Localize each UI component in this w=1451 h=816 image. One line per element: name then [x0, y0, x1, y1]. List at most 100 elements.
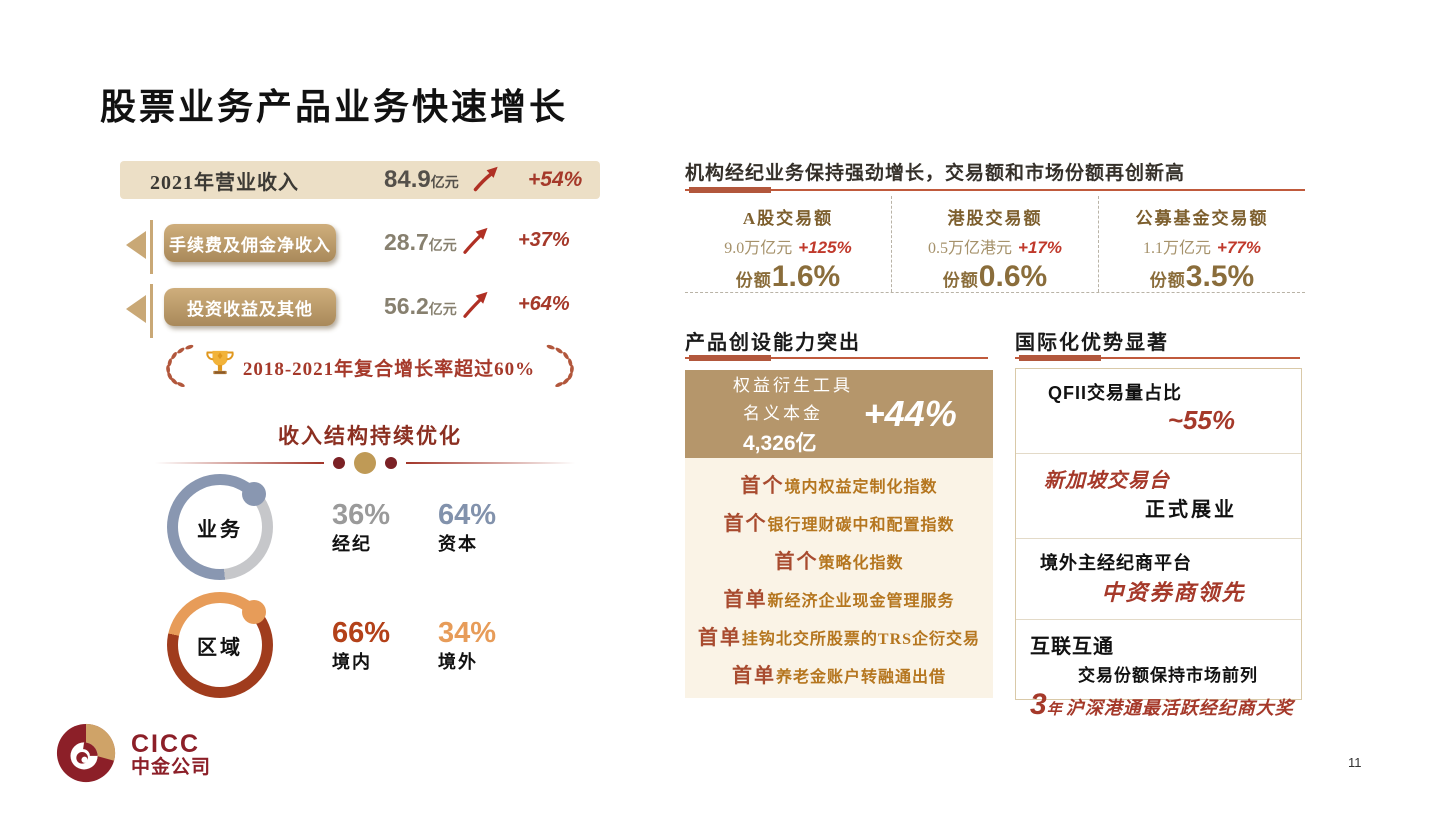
dot-icon: [354, 452, 376, 474]
share-value: 1.6%: [771, 260, 841, 293]
first-prefix: 首个: [723, 512, 768, 535]
section-underline: [685, 186, 1305, 193]
intl-row-label: 互联互通: [1030, 636, 1114, 658]
investment-income-badge: 投资收益及其他: [164, 288, 336, 326]
page-number: 11: [1348, 755, 1362, 770]
investment-income-value: 56.2 亿元: [384, 293, 457, 320]
stat-change: +125%: [798, 238, 852, 257]
list-item: 首个策略化指数: [685, 545, 993, 574]
investment-income-change: +64%: [518, 293, 570, 315]
stat-value: 1.1万亿元: [1143, 240, 1212, 257]
business-left-stat: 36% 经纪: [332, 500, 432, 556]
stat-col-a-shares: A股交易额 9.0万亿元 +125% 份额1.6%: [685, 196, 891, 293]
first-text: 策略化指数: [818, 554, 904, 572]
fee-income-change: +37%: [518, 229, 570, 251]
first-text: 挂钩北交所股票的TRS企衍交易: [741, 630, 981, 648]
stat-value: 0.5万亿港元: [928, 240, 1013, 257]
growth-arrow-icon: [472, 165, 500, 198]
first-text: 新经济企业现金管理服务: [767, 592, 955, 610]
left-triangle-icon: [126, 231, 146, 259]
award-text: 沪深港通最活跃经纪商大奖: [1065, 698, 1294, 718]
stat-col-mutual-funds: 公募基金交易额 1.1万亿元 +77% 份额3.5%: [1098, 196, 1305, 293]
share-label: 份额: [735, 271, 772, 290]
award-number: 3: [1030, 688, 1047, 721]
intl-row-value: 中资券商领先: [1101, 580, 1246, 605]
region-left-stat: 66% 境内: [332, 618, 432, 674]
intl-row-value: ~55%: [1167, 405, 1235, 435]
stat-col-hk-shares: 港股交易额 0.5万亿港元 +17% 份额0.6%: [891, 196, 1098, 293]
international-heading: 国际化优势显著: [1015, 332, 1169, 354]
first-prefix: 首单: [697, 626, 742, 649]
total-revenue-change: +54%: [528, 168, 583, 191]
cagr-badge-text: 2018-2021年复合增长率超过60%: [242, 358, 536, 380]
donut-center-label: 区域: [197, 636, 243, 659]
products-heading: 产品创设能力突出: [685, 332, 861, 354]
pct-label: 境外: [438, 652, 478, 673]
first-text: 银行理财碳中和配置指数: [767, 516, 955, 534]
pct-value: 64%: [438, 499, 497, 531]
page-title: 股票业务产品业务快速增长: [100, 87, 569, 127]
share-value: 0.6%: [978, 260, 1048, 293]
pct-value: 66%: [332, 617, 391, 649]
stat-title: 公募基金交易额: [1135, 209, 1269, 228]
laurel-right-icon: [543, 340, 577, 395]
pct-value: 34%: [438, 617, 497, 649]
marker-line: [150, 220, 153, 274]
highlight-line2: 名义本金: [743, 404, 823, 423]
cicc-logo-icon: [55, 722, 117, 789]
cicc-logo: CICC 中金公司: [55, 722, 211, 789]
pct-label: 境内: [332, 652, 372, 673]
intl-row-singapore: 新加坡交易台 正式展业: [1016, 453, 1301, 538]
total-revenue-value: 84.9 亿元: [384, 166, 459, 194]
divider-line: [155, 462, 324, 464]
first-prefix: 首单: [731, 664, 776, 687]
stat-value: 9.0万亿元: [724, 240, 793, 257]
region-donut-chart: 区域: [167, 592, 273, 698]
highlight-line3: 4,326亿: [743, 432, 817, 455]
list-item: 首单养老金账户转融通出借: [685, 659, 993, 688]
business-right-stat: 64% 资本: [438, 500, 538, 556]
intl-award: 3年 沪深港通最活跃经纪商大奖: [1030, 688, 1293, 722]
stat-change: +77%: [1217, 238, 1261, 257]
investment-income-number: 56.2: [384, 293, 429, 319]
stat-change: +17%: [1018, 238, 1062, 257]
intl-row-sub: 交易份额保持市场前列: [1078, 666, 1258, 685]
intl-row-label: 新加坡交易台: [1044, 470, 1170, 492]
pct-label: 资本: [438, 534, 478, 555]
share-label: 份额: [942, 271, 979, 290]
trading-stats-row: A股交易额 9.0万亿元 +125% 份额1.6% 港股交易额 0.5万亿港元 +1…: [685, 196, 1305, 293]
list-item: 首单新经济企业现金管理服务: [685, 583, 993, 612]
first-text: 养老金账户转融通出借: [775, 668, 946, 686]
total-revenue-number: 84.9: [384, 166, 431, 193]
logo-brand-cn: 中金公司: [131, 756, 212, 778]
intl-row-value: 正式展业: [1145, 499, 1237, 521]
fee-income-number: 28.7: [384, 229, 429, 255]
award-unit: 年: [1046, 702, 1062, 718]
left-triangle-icon: [126, 295, 146, 323]
stat-title: A股交易额: [742, 209, 834, 228]
first-prefix: 首个: [774, 550, 819, 573]
revenue-item-row: 投资收益及其他 56.2 亿元 +64%: [120, 284, 600, 338]
business-donut-chart: 业务: [167, 474, 273, 580]
highlight-change: +44%: [863, 393, 957, 434]
cagr-badge: 2018-2021年复合增长率超过60%: [150, 340, 590, 394]
fee-income-badge: 手续费及佣金净收入: [164, 224, 336, 262]
trophy-icon: [205, 348, 235, 387]
total-revenue-unit: 亿元: [430, 176, 459, 191]
total-revenue-label: 2021年营业收入: [150, 171, 299, 194]
stat-title: 港股交易额: [947, 209, 1043, 228]
first-prefix: 首单: [723, 588, 768, 611]
dot-icon: [385, 457, 397, 469]
first-prefix: 首个: [740, 474, 785, 497]
growth-arrow-icon: [460, 288, 490, 327]
growth-arrow-icon: [460, 224, 490, 263]
revenue-item-row: 手续费及佣金净收入 28.7 亿元 +37%: [120, 220, 600, 274]
intl-row-qfii: QFII交易量占比 ~55%: [1016, 369, 1301, 453]
donut-center-label: 业务: [197, 518, 243, 541]
section-underline: [685, 354, 988, 361]
institutional-heading: 机构经纪业务保持强劲增长，交易额和市场份额再创新高: [685, 163, 1186, 184]
list-item: 首个银行理财碳中和配置指数: [685, 507, 993, 536]
intl-row-stock-connect: 互联互通 交易份额保持市场前列 3年 沪深港通最活跃经纪商大奖: [1016, 619, 1301, 722]
section-underline: [1015, 354, 1300, 361]
investment-income-unit: 亿元: [428, 303, 457, 318]
